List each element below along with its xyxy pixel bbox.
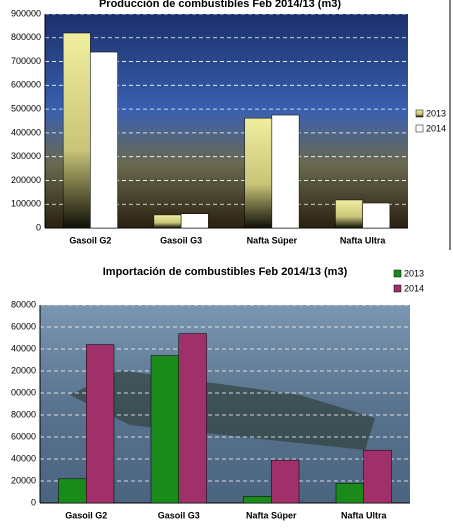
x-tick-label: Nafta Ultra: [340, 235, 387, 245]
x-tick-label: Gasoil G2: [69, 235, 111, 245]
bar: [271, 114, 300, 229]
bar: [362, 202, 391, 229]
bar: [335, 199, 363, 229]
x-tick-label: Nafta Súper: [246, 510, 297, 520]
y-tick-label: 0: [36, 222, 41, 232]
x-tick-label: Gasoil G2: [65, 510, 107, 520]
y-tick-label: 0: [31, 497, 36, 507]
y-tick-label: 40000: [11, 343, 36, 353]
x-tick-label: Nafta Ultra: [341, 510, 388, 520]
bar: [58, 478, 87, 504]
legend-label: 2013: [426, 108, 446, 118]
legend-label: 2014: [426, 123, 446, 133]
y-tick-label: 40000: [11, 453, 36, 463]
y-tick-label: 600000: [11, 80, 41, 90]
y-tick-label: 200000: [11, 175, 41, 185]
y-tick-label: 300000: [11, 151, 41, 161]
bar: [62, 32, 91, 229]
y-tick-label: 60000: [11, 321, 36, 331]
x-tick-label: Gasoil G3: [160, 235, 202, 245]
bar: [244, 117, 273, 229]
legend-swatch: [415, 124, 424, 133]
y-tick-label: 80000: [11, 299, 36, 309]
legend-label: 2014: [404, 283, 424, 293]
y-tick-label: 00000: [11, 387, 36, 397]
y-tick-label: 100000: [11, 199, 41, 209]
y-tick-label: 700000: [11, 56, 41, 66]
y-tick-label: 400000: [11, 127, 41, 137]
y-tick-label: 80000: [11, 409, 36, 419]
y-tick-label: 60000: [11, 431, 36, 441]
legend-swatch: [393, 269, 402, 278]
chart-title: Importación de combustibles Feb 2014/13 …: [103, 266, 348, 278]
chart-title: Producción de combustibles Feb 2014/13 (…: [99, 0, 341, 10]
bar: [335, 482, 364, 504]
bar: [86, 344, 115, 504]
y-tick-label: 500000: [11, 103, 41, 113]
bar: [150, 355, 179, 504]
bar: [363, 449, 392, 504]
bar: [90, 51, 118, 229]
y-tick-label: 20000: [11, 475, 36, 485]
legend-label: 2013: [404, 268, 424, 278]
legend-swatch: [393, 284, 402, 293]
y-tick-label: 800000: [11, 32, 41, 42]
legend-swatch: [415, 109, 424, 118]
bar: [243, 496, 272, 504]
x-tick-label: Nafta Súper: [247, 235, 298, 245]
bar: [180, 213, 209, 229]
ship-silhouette: [70, 370, 375, 450]
bar: [271, 459, 300, 504]
bar: [153, 214, 182, 229]
y-tick-label: 900000: [11, 8, 41, 18]
bar: [178, 333, 207, 504]
y-tick-label: 20000: [11, 365, 36, 375]
x-tick-label: Gasoil G3: [158, 510, 200, 520]
